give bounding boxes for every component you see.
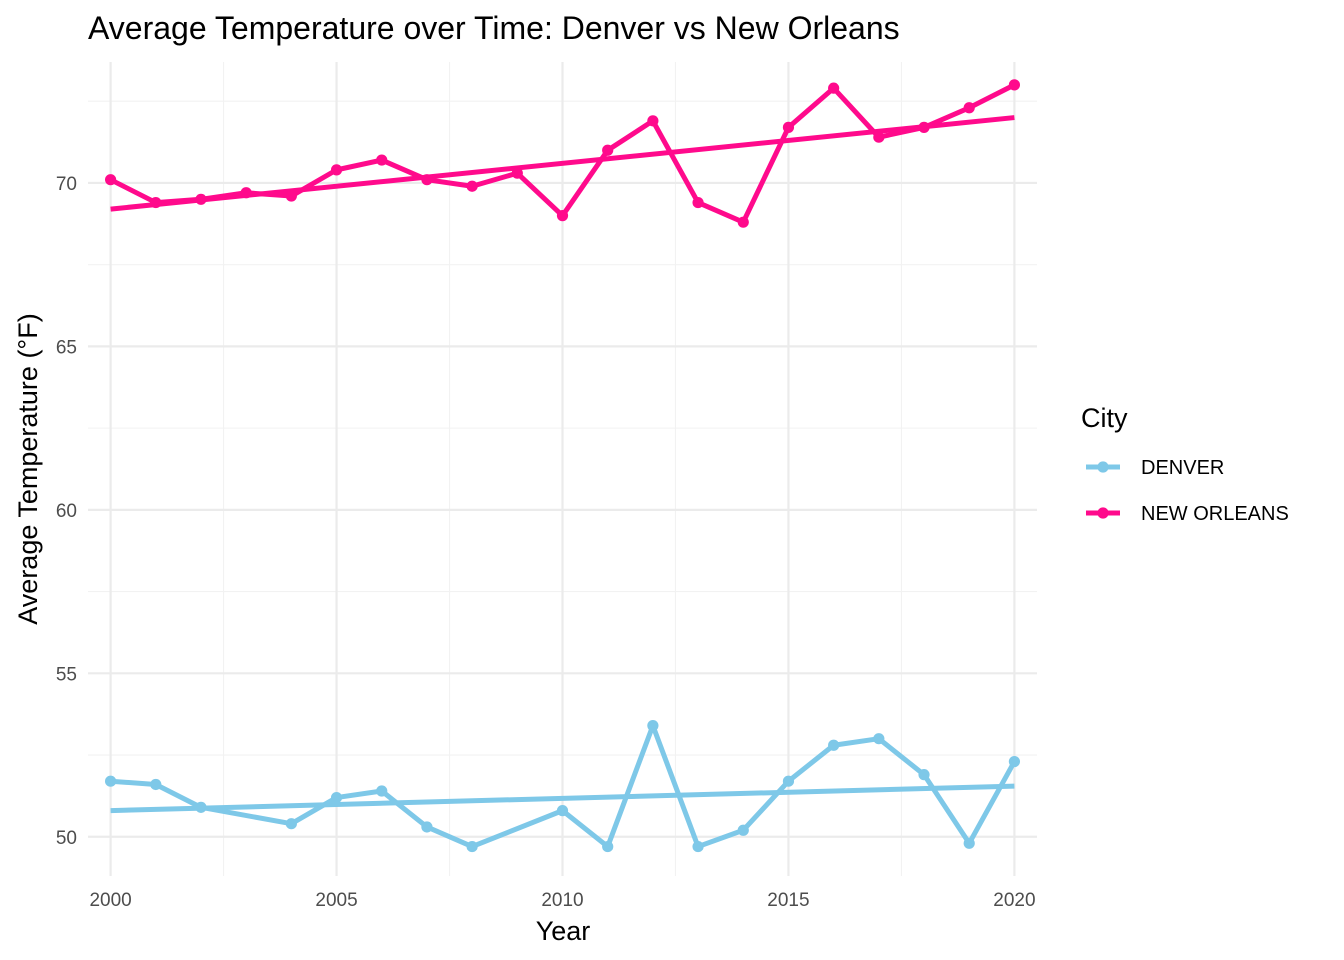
chart-title: Average Temperature over Time: Denver vs…: [88, 10, 900, 46]
denver-point: [466, 840, 478, 853]
legend-title: City: [1081, 403, 1128, 433]
y-tick-label: 70: [56, 174, 77, 195]
y-tick-label: 60: [56, 501, 77, 522]
legend-items: DENVER NEW ORLEANS: [1086, 457, 1289, 525]
legend: City DENVER NEW ORLEANS: [1081, 403, 1289, 525]
series-denver: [104, 720, 1021, 853]
new-orleans-point: [104, 174, 117, 186]
legend-label: DENVER: [1141, 457, 1224, 479]
y-axis-title: Average Temperature (°F): [13, 313, 43, 624]
new-orleans-point: [782, 121, 795, 133]
new-orleans-point: [737, 216, 749, 228]
x-tick-label: 2000: [89, 890, 131, 911]
denver-point: [1008, 755, 1021, 768]
denver-point: [376, 785, 388, 797]
new-orleans-point: [330, 164, 343, 176]
new-orleans-point: [918, 121, 930, 133]
denver-point: [692, 840, 704, 853]
new-orleans-point: [511, 167, 523, 179]
new-orleans-point: [963, 102, 975, 114]
denver-point: [647, 720, 659, 732]
legend-item-denver: DENVER: [1086, 457, 1224, 479]
series-area: [104, 79, 1021, 853]
new-orleans-point: [647, 115, 659, 127]
new-orleans-point: [602, 144, 614, 156]
denver-point: [556, 805, 569, 817]
y-tick-label: 65: [56, 337, 77, 358]
denver-point: [737, 824, 749, 836]
denver-point: [330, 791, 343, 804]
x-tick-label: 2015: [767, 890, 809, 911]
x-tick-label: 2010: [541, 890, 583, 911]
legend-item-new-orleans: NEW ORLEANS: [1086, 503, 1289, 525]
new-orleans-point: [873, 131, 885, 143]
denver-trend-line: [110, 783, 1015, 814]
y-tick-label: 55: [56, 664, 77, 685]
denver-point: [828, 739, 840, 751]
new-orleans-point: [195, 193, 207, 205]
series-new-orleans: [104, 79, 1021, 228]
x-tick-label: 2020: [993, 890, 1035, 911]
new-orleans-point: [466, 180, 478, 192]
new-orleans-point: [285, 190, 297, 202]
denver-point: [873, 733, 885, 745]
x-tick-label: 2005: [315, 890, 357, 911]
denver-point: [602, 840, 614, 853]
legend-key-point: [1097, 507, 1109, 519]
legend-label: NEW ORLEANS: [1141, 503, 1289, 525]
new-orleans-point: [828, 82, 840, 94]
new-orleans-point: [240, 187, 252, 199]
new-orleans-point: [1008, 79, 1021, 91]
axis-ticks: 2000 2005 2010 2015 2020 50 55 60 65 70: [56, 174, 1036, 911]
new-orleans-point: [692, 196, 704, 209]
denver-point: [104, 775, 117, 787]
denver-point: [421, 821, 433, 833]
new-orleans-point: [376, 154, 388, 166]
denver-point: [285, 818, 297, 830]
new-orleans-point: [556, 210, 569, 222]
new-orleans-point: [150, 196, 162, 209]
denver-point: [195, 801, 207, 813]
grid: [88, 62, 1037, 876]
x-axis-title: Year: [536, 916, 591, 946]
new-orleans-point: [421, 174, 433, 186]
denver-point: [918, 769, 930, 781]
legend-key-point: [1097, 461, 1109, 473]
denver-point: [963, 837, 975, 849]
y-tick-label: 50: [56, 828, 77, 849]
denver-point: [782, 775, 795, 787]
denver-point: [150, 778, 162, 791]
